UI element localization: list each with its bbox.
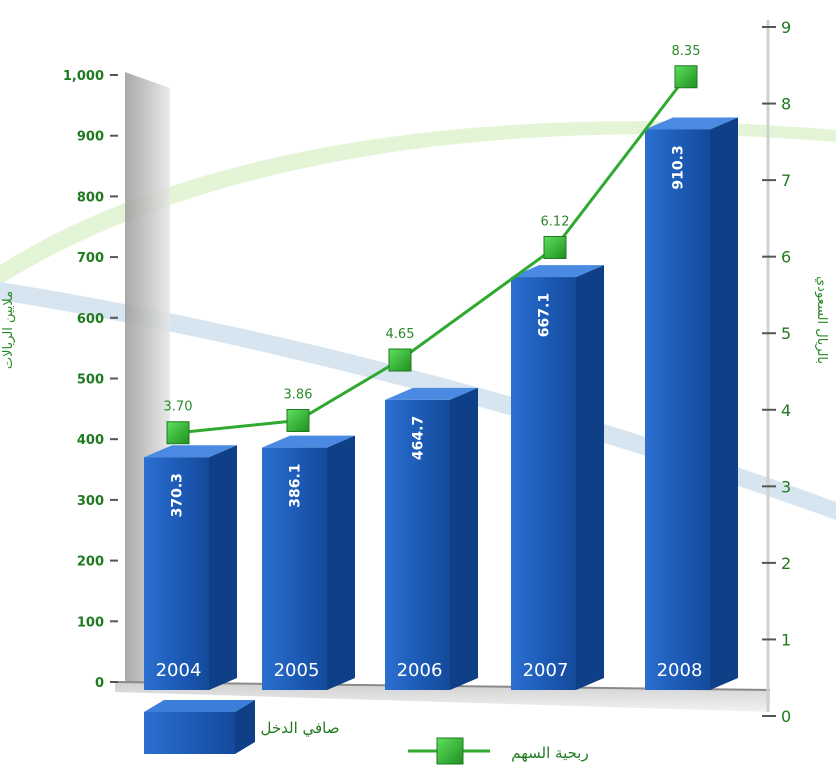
bar-category-label: 2008	[657, 660, 703, 681]
y-tick-label-right: 5	[781, 324, 791, 343]
y-tick-label-left: 600	[77, 312, 104, 327]
bar-front-face	[645, 129, 710, 691]
y-tick-label-left: 200	[77, 555, 104, 570]
bar-front-face	[511, 277, 576, 690]
bar-2004: 370.3 2004	[144, 445, 237, 690]
y-tick-label-right: 1	[781, 630, 791, 649]
bar-side-face	[209, 445, 237, 690]
y-tick-label-right: 2	[781, 554, 791, 573]
line-point-label: 6.12	[541, 214, 570, 229]
bar-2008: 910.3 2008	[645, 117, 738, 691]
bar-front-face	[262, 447, 327, 690]
bar-value-label: 464.7	[411, 416, 427, 460]
bar-value-label: 386.1	[288, 463, 304, 507]
bar-top-face	[645, 117, 738, 130]
line-point-2004	[166, 421, 190, 445]
line-point-label: 3.70	[164, 400, 193, 415]
legend: صافي الدخل ربحية السهم	[144, 700, 589, 765]
bar-value-label: 370.3	[170, 473, 186, 517]
legend-bar-label: صافي الدخل	[261, 719, 340, 738]
y-tick-label-right: 8	[781, 95, 791, 114]
bar-category-label: 2006	[397, 660, 443, 681]
line-point-label: 8.35	[672, 44, 701, 59]
line-point-2006	[388, 348, 412, 372]
y-tick-label-left: 700	[77, 251, 104, 266]
bar-category-label: 2007	[523, 660, 569, 681]
y-tick-label-right: 0	[781, 707, 791, 726]
y-tick-label-right: 6	[781, 248, 791, 267]
bar-2005: 386.1 2005	[262, 435, 355, 690]
y-tick-label-left: 500	[77, 373, 104, 388]
legend-bar-swatch	[144, 700, 255, 754]
y-tick-label-left: 900	[77, 130, 104, 145]
y-axis-right: 0 1 2 3 4 5 6 7 8 9	[762, 18, 791, 726]
line-point-2007	[543, 235, 567, 259]
line-point-2008	[674, 65, 698, 89]
legend-line-label: ربحية السهم	[511, 744, 588, 762]
y-axis-title-left: ملايين الريالات	[1, 291, 16, 369]
bar-value-label: 910.3	[671, 145, 687, 189]
bar-category-label: 2004	[156, 660, 202, 681]
y-tick-label-right: 4	[781, 401, 791, 420]
y-tick-label-right: 9	[781, 18, 791, 37]
y-tick-label-left: 100	[77, 615, 104, 630]
bar-side-face	[710, 117, 738, 691]
y-tick-label-left: 800	[77, 190, 104, 205]
legend-line-swatch	[408, 737, 490, 765]
bar-top-face	[144, 445, 237, 458]
bar-front-face	[144, 457, 209, 690]
y-tick-label-left: 300	[77, 494, 104, 509]
line-point-label: 3.86	[284, 387, 313, 402]
bar-value-label: 667.1	[537, 293, 553, 337]
bar-side-face	[327, 435, 355, 690]
y-tick-label-left: 0	[95, 676, 104, 691]
y-tick-label-left: 400	[77, 433, 104, 448]
y-tick-label-left: 1,000	[63, 69, 104, 84]
bar-category-label: 2005	[274, 660, 320, 681]
bar-side-face	[450, 387, 478, 690]
y-axis-title-right: بالريال السعودي	[814, 276, 829, 364]
bar-2007: 667.1 2007	[511, 265, 604, 690]
bar-top-face	[262, 435, 355, 448]
y-tick-label-right: 7	[781, 171, 791, 190]
bar-series: 370.3 2004 386.1 2005 464.7 2006 667.1 2007 910.…	[144, 117, 738, 691]
bar-front-face	[385, 399, 450, 690]
bar-top-face	[385, 387, 478, 400]
bar-top-face	[511, 265, 604, 278]
y-tick-label-right: 3	[781, 477, 791, 496]
bar-2006: 464.7 2006	[385, 387, 478, 690]
line-point-label: 4.65	[386, 327, 415, 342]
line-series: 3.70 3.86 4.65 6.12 8.35	[164, 44, 701, 445]
y-axis-left: 0 100 200 300 400 500 600 700 800 900 1,000	[63, 69, 118, 691]
line-point-2005	[286, 408, 310, 432]
bar-side-face	[576, 265, 604, 690]
